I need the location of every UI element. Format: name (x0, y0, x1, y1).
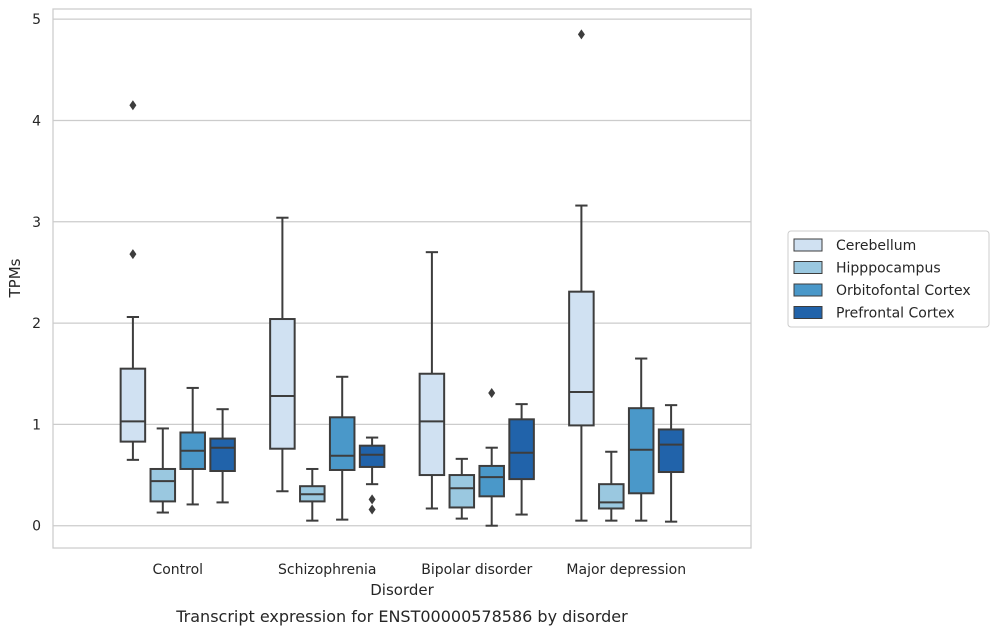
y-axis-label: TPMs (6, 258, 24, 298)
boxplot (418, 251, 446, 510)
legend-swatch (793, 238, 823, 252)
box-iqr (448, 474, 476, 509)
box-iqr (478, 464, 505, 498)
box-iqr (269, 318, 296, 450)
boxplot (508, 403, 535, 516)
outlier-point (488, 387, 496, 398)
boxplot (269, 216, 296, 493)
x-tick-label: Bipolar disorder (421, 562, 532, 578)
outlier-point (368, 504, 376, 515)
box-iqr (508, 418, 535, 481)
box-iqr (149, 467, 177, 503)
x-axis-ticks: Control Schizophrenia Bipolar disorder Majo… (152, 562, 686, 578)
boxplot (568, 29, 595, 522)
boxplot (299, 467, 326, 522)
boxplot (358, 436, 386, 515)
boxplot (179, 386, 206, 506)
y-tick-label: 3 (32, 215, 41, 231)
boxplot (627, 357, 655, 522)
legend-swatch (793, 283, 823, 297)
legend-label: Cerebellum (836, 238, 916, 254)
plot-frame (52, 8, 752, 549)
box-iqr (657, 428, 685, 474)
chart-caption: Transcript expression for ENST0000057858… (175, 607, 628, 626)
legend-frame (787, 230, 990, 328)
box-iqr (119, 367, 147, 443)
legend-swatch (793, 306, 823, 319)
box-iqr (627, 407, 655, 495)
box-iqr (418, 372, 446, 477)
outlier-point (129, 100, 137, 111)
box-iqr (209, 437, 236, 472)
gridlines (53, 18, 751, 527)
y-tick-label: 2 (32, 316, 41, 332)
x-tick-label: Schizophrenia (278, 562, 376, 578)
box-iqr (358, 444, 386, 468)
y-tick-label: 1 (32, 417, 41, 433)
boxplot (209, 408, 236, 504)
legend-label: Orbitofontal Cortex (836, 283, 971, 299)
box-iqr (328, 416, 356, 471)
box-iqr (568, 290, 595, 427)
boxplot (149, 427, 177, 514)
legend: Cerebellum Hipppocampus Orbitofontal Corte… (787, 230, 990, 328)
boxplot (328, 375, 356, 521)
legend-label: Hipppocampus (836, 261, 941, 277)
box-iqr (598, 483, 625, 510)
legend-swatch (793, 261, 823, 274)
outlier-point (577, 29, 585, 40)
x-axis-label: Disorder (370, 581, 434, 599)
outlier-point (129, 249, 137, 260)
boxplot (657, 404, 685, 523)
outlier-point (368, 494, 376, 505)
x-tick-label: Major depression (566, 562, 686, 578)
boxplot (448, 457, 476, 520)
boxplots (119, 29, 685, 527)
y-tick-label: 4 (32, 113, 41, 129)
y-tick-label: 5 (32, 12, 41, 28)
y-axis-ticks: 0 1 2 3 4 5 (32, 12, 41, 535)
x-tick-label: Control (152, 562, 203, 578)
legend-label: Prefrontal Cortex (836, 306, 955, 322)
boxplot (598, 450, 625, 522)
y-tick-label: 0 (32, 519, 41, 535)
boxplot (119, 100, 147, 461)
boxplot (478, 387, 505, 527)
